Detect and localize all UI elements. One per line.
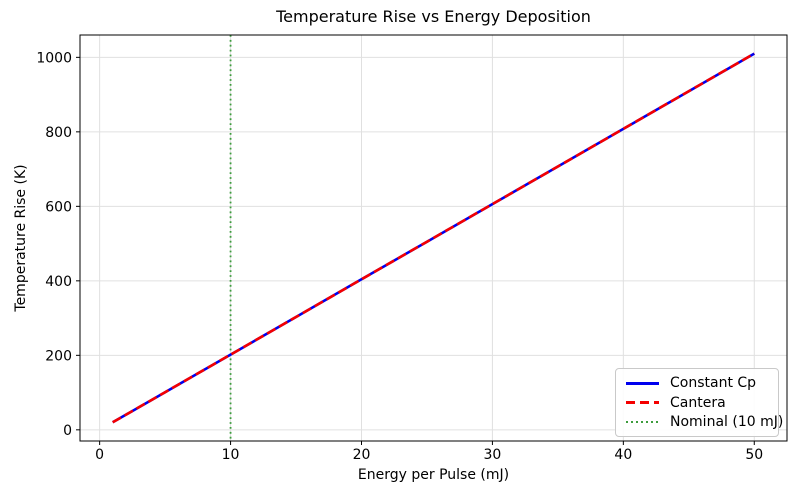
x-tick-label: 20: [353, 447, 371, 463]
x-tick-label: 10: [222, 447, 240, 463]
y-tick-label: 200: [45, 348, 72, 364]
y-tick-label: 400: [45, 274, 72, 290]
legend-label-nominal: Nominal (10 mJ): [670, 413, 784, 430]
legend-sample-cantera-line: [626, 401, 659, 404]
series-line-cantera: [112, 52, 755, 424]
y-tick-label: 1000: [36, 50, 72, 66]
x-tick-label: 40: [614, 447, 632, 463]
legend: Constant Cp Cantera Nominal (10 mJ): [615, 368, 783, 437]
y-tick-label: 800: [45, 125, 72, 141]
x-axis-label: Energy per Pulse (mJ): [357, 467, 510, 483]
x-tick-label: 0: [95, 447, 104, 463]
y-axis-label: Temperature Rise (K): [13, 164, 29, 312]
legend-sample-constant-cp-line: [626, 381, 659, 385]
axes-border: [79, 34, 788, 442]
legend-sample-nominal-line: [626, 420, 659, 423]
legend-item-cantera: Cantera: [626, 395, 768, 411]
legend-item-nominal: Nominal (10 mJ): [626, 414, 783, 430]
x-tick-label: 30: [484, 447, 502, 463]
legend-label-cantera: Cantera: [670, 394, 726, 411]
y-tick-label: 600: [45, 199, 72, 215]
legend-item-constant-cp: Constant Cp: [626, 375, 768, 391]
y-tick-label: 0: [63, 423, 72, 439]
x-tick-label: 50: [745, 447, 763, 463]
legend-label-constant-cp: Constant Cp: [670, 375, 757, 392]
chart-title: Temperature Rise vs Energy Deposition: [276, 7, 591, 26]
